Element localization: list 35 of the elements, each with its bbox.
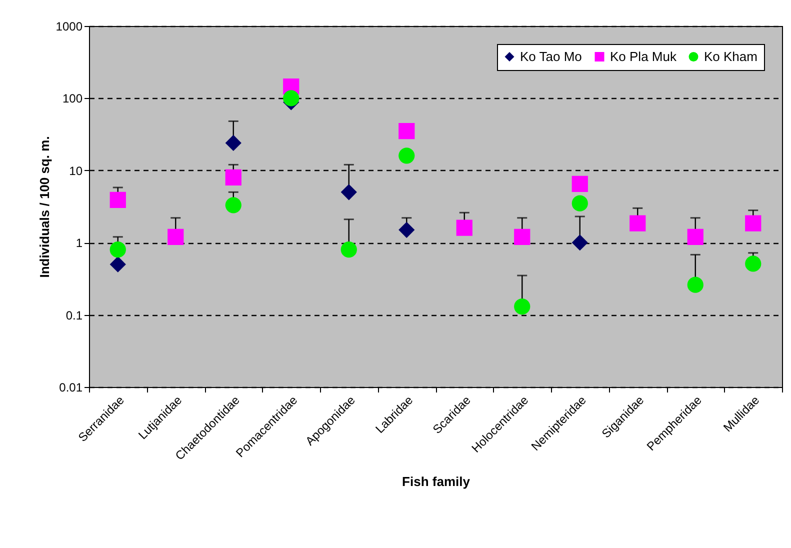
point [572,176,588,192]
legend-label: Ko Pla Muk [610,48,677,64]
point [398,222,415,238]
point [514,298,530,315]
point [225,134,242,152]
point [745,215,762,232]
legend-label: Ko Tao Mo [520,48,582,64]
y-tick-label: 0.1 [66,308,83,322]
point [456,220,472,236]
point [110,192,126,208]
point [630,215,646,232]
legend-label: Ko Kham [704,48,758,64]
y-tick-label: 10 [69,164,83,178]
point [110,242,126,258]
y-axis-title: Individuals / 100 sq. m. [36,136,52,278]
point [398,148,415,164]
point [572,234,588,251]
point [110,256,126,272]
point [340,184,357,200]
point [398,123,415,140]
x-axis-title: Fish family [402,474,471,490]
point [340,242,357,258]
point [687,276,704,293]
point [514,228,530,245]
y-tick-label: 1 [76,236,83,250]
point [572,195,588,212]
point [225,169,242,186]
y-tick-label: 100 [62,92,83,106]
point [168,228,184,245]
point [225,197,242,214]
y-tick-label: 1000 [56,20,83,34]
y-tick-label: 0.01 [59,380,83,394]
point [687,228,704,245]
point [283,90,300,106]
point [745,256,762,272]
